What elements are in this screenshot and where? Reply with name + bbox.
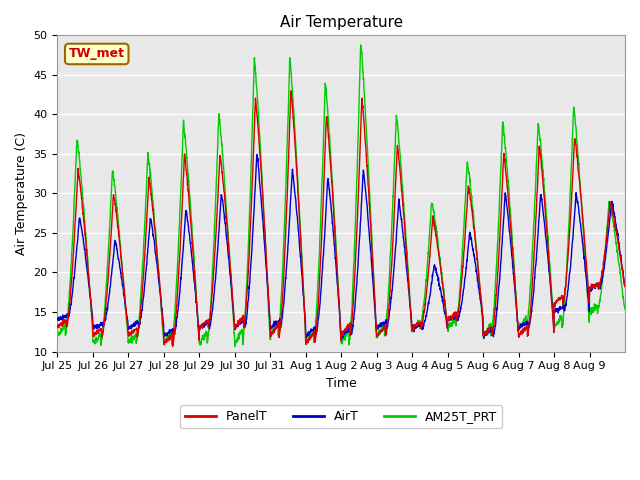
- Title: Air Temperature: Air Temperature: [280, 15, 403, 30]
- X-axis label: Time: Time: [326, 377, 356, 390]
- Text: TW_met: TW_met: [68, 48, 125, 60]
- Y-axis label: Air Temperature (C): Air Temperature (C): [15, 132, 28, 255]
- Legend: PanelT, AirT, AM25T_PRT: PanelT, AirT, AM25T_PRT: [180, 405, 502, 428]
